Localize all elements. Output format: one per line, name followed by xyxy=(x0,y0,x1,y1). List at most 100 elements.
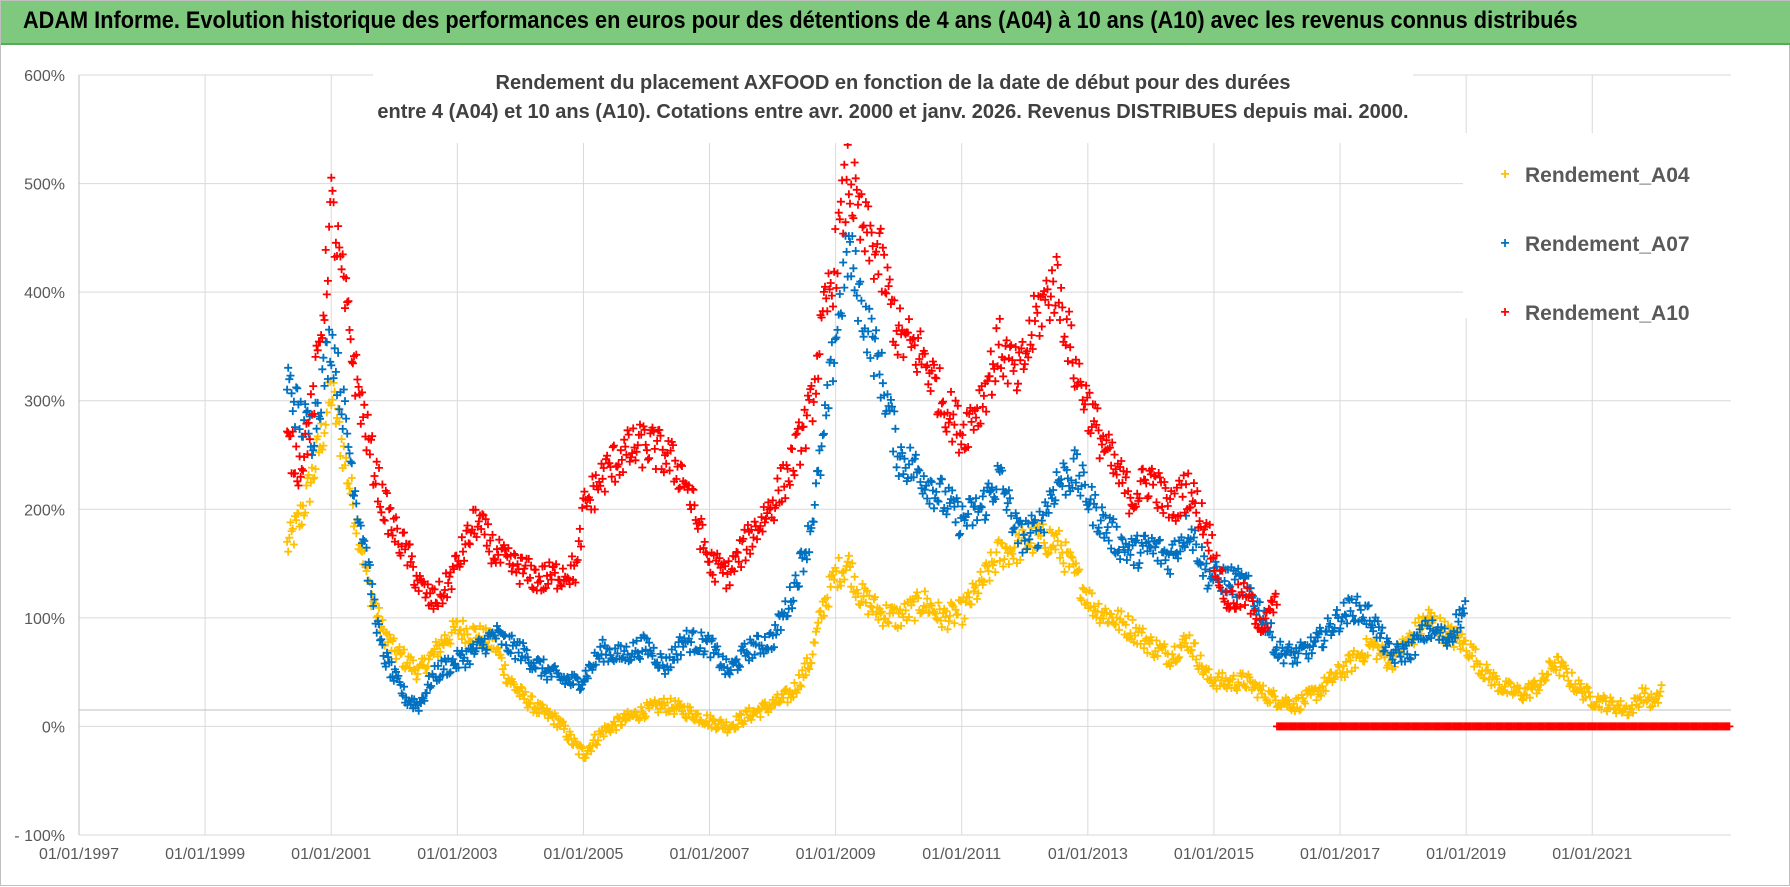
data-point xyxy=(808,417,817,426)
data-point xyxy=(955,448,963,457)
data-point xyxy=(1075,359,1084,368)
data-point xyxy=(910,454,919,463)
data-point xyxy=(666,663,675,672)
data-point xyxy=(784,477,793,486)
data-point xyxy=(347,357,356,366)
data-point xyxy=(422,689,431,697)
data-point xyxy=(1380,646,1389,655)
data-point xyxy=(597,459,606,468)
data-point xyxy=(773,474,782,483)
data-point xyxy=(486,536,495,545)
data-point xyxy=(1318,682,1327,691)
data-point xyxy=(371,479,380,488)
data-point xyxy=(1492,675,1501,683)
data-point xyxy=(633,441,642,450)
series-Rendement_A07 xyxy=(283,231,1470,715)
data-point xyxy=(343,298,352,307)
data-point xyxy=(1009,554,1018,563)
data-point xyxy=(827,291,836,300)
data-point xyxy=(1078,461,1087,470)
data-point xyxy=(1234,580,1243,589)
data-point xyxy=(1174,554,1182,563)
data-point xyxy=(1440,624,1449,633)
data-point xyxy=(1339,598,1348,607)
data-point xyxy=(435,577,444,586)
data-point xyxy=(802,654,811,663)
data-point xyxy=(1312,696,1321,705)
data-point xyxy=(1567,668,1576,677)
data-point xyxy=(299,466,307,475)
data-point xyxy=(1138,464,1147,473)
data-point xyxy=(536,577,545,586)
data-point xyxy=(1049,486,1058,494)
data-point xyxy=(598,474,607,483)
data-point xyxy=(1023,347,1032,356)
data-point xyxy=(1083,393,1092,402)
data-point xyxy=(1218,566,1227,575)
data-point xyxy=(434,602,442,611)
data-point xyxy=(297,520,306,529)
data-point xyxy=(552,560,561,569)
data-point xyxy=(320,429,329,437)
data-point xyxy=(341,397,349,406)
data-point xyxy=(675,483,684,492)
data-point xyxy=(1157,559,1165,568)
data-point xyxy=(964,588,973,597)
data-point xyxy=(1039,520,1047,529)
data-point xyxy=(714,650,723,659)
data-point xyxy=(1107,461,1116,470)
data-point xyxy=(776,626,785,634)
data-point xyxy=(1356,605,1365,614)
data-point xyxy=(850,286,859,295)
data-point xyxy=(401,545,410,554)
data-point xyxy=(1172,483,1181,492)
data-point xyxy=(1004,560,1013,569)
data-point xyxy=(975,386,984,395)
data-point xyxy=(770,516,778,525)
data-point xyxy=(609,717,618,726)
data-point xyxy=(1057,283,1066,292)
data-point xyxy=(937,475,946,484)
data-point xyxy=(301,429,310,438)
data-point xyxy=(283,537,292,546)
data-point xyxy=(586,496,595,504)
data-point xyxy=(832,567,841,576)
data-point xyxy=(1039,290,1047,299)
data-point xyxy=(1095,619,1104,627)
data-point xyxy=(866,221,875,230)
data-point xyxy=(420,696,429,705)
data-point xyxy=(1004,486,1013,495)
data-point xyxy=(1582,682,1591,691)
data-point xyxy=(591,471,600,480)
data-point xyxy=(838,311,847,320)
data-point xyxy=(829,302,837,311)
data-point xyxy=(1629,708,1638,717)
data-point xyxy=(1353,592,1362,601)
data-point xyxy=(1239,579,1248,587)
data-point xyxy=(1406,655,1415,664)
data-point xyxy=(1461,597,1470,606)
data-point xyxy=(781,494,790,503)
data-point xyxy=(1184,469,1193,478)
data-point xyxy=(400,645,408,654)
data-point xyxy=(808,650,817,659)
data-point xyxy=(676,460,685,469)
data-point xyxy=(621,716,630,725)
data-point xyxy=(1099,614,1108,623)
data-point xyxy=(1092,420,1101,429)
data-point xyxy=(1271,696,1280,705)
data-point xyxy=(400,528,408,537)
data-point xyxy=(956,529,965,538)
data-point xyxy=(1545,657,1554,666)
data-point xyxy=(1053,537,1062,545)
data-point xyxy=(682,714,691,723)
data-point xyxy=(1056,316,1064,324)
data-point xyxy=(502,641,511,650)
data-point xyxy=(1096,516,1105,525)
data-point xyxy=(499,541,508,550)
data-point xyxy=(1068,483,1077,492)
data-point xyxy=(810,638,819,647)
data-point xyxy=(342,453,351,462)
data-point xyxy=(1276,637,1285,646)
data-point xyxy=(856,277,865,286)
